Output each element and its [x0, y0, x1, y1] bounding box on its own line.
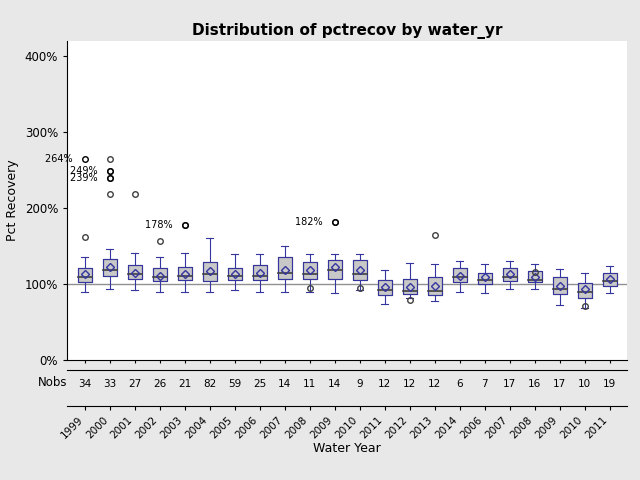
- Bar: [128, 265, 141, 279]
- Text: 12: 12: [378, 379, 391, 389]
- Bar: [503, 268, 516, 281]
- Bar: [178, 266, 191, 280]
- Bar: [353, 261, 367, 280]
- Bar: [328, 261, 342, 279]
- Text: 182%: 182%: [295, 216, 326, 227]
- Bar: [278, 257, 292, 279]
- Bar: [428, 277, 442, 295]
- Bar: [403, 279, 417, 294]
- Text: 12: 12: [428, 379, 442, 389]
- Bar: [453, 268, 467, 282]
- Text: 264%: 264%: [45, 155, 76, 164]
- Text: 11: 11: [303, 379, 316, 389]
- Bar: [278, 257, 292, 279]
- Text: 19: 19: [603, 379, 616, 389]
- Bar: [403, 279, 417, 294]
- Bar: [153, 268, 166, 281]
- Text: 239%: 239%: [70, 173, 101, 183]
- Bar: [528, 271, 541, 282]
- Text: 33: 33: [103, 379, 116, 389]
- Text: 27: 27: [128, 379, 141, 389]
- Bar: [528, 271, 541, 282]
- Bar: [178, 266, 191, 280]
- Text: 16: 16: [528, 379, 541, 389]
- Text: 10: 10: [578, 379, 591, 389]
- Bar: [553, 277, 566, 294]
- Bar: [78, 268, 92, 282]
- Text: 9: 9: [356, 379, 363, 389]
- Bar: [228, 268, 241, 280]
- Bar: [103, 259, 116, 276]
- Bar: [203, 262, 216, 281]
- Bar: [128, 265, 141, 279]
- Text: 7: 7: [481, 379, 488, 389]
- Bar: [353, 261, 367, 280]
- Bar: [578, 283, 591, 298]
- Bar: [378, 280, 392, 295]
- X-axis label: Water Year: Water Year: [314, 442, 381, 455]
- Bar: [253, 265, 267, 280]
- Bar: [253, 265, 267, 280]
- Bar: [503, 268, 516, 281]
- Text: 14: 14: [328, 379, 341, 389]
- Text: 12: 12: [403, 379, 417, 389]
- Bar: [553, 277, 566, 294]
- Title: Distribution of pctrecov by water_yr: Distribution of pctrecov by water_yr: [192, 23, 502, 39]
- Text: 34: 34: [78, 379, 92, 389]
- Y-axis label: Pct Recovery: Pct Recovery: [6, 159, 19, 241]
- Bar: [153, 268, 166, 281]
- Text: 249%: 249%: [70, 166, 101, 176]
- Bar: [328, 261, 342, 279]
- Bar: [303, 262, 317, 279]
- Text: 59: 59: [228, 379, 241, 389]
- Bar: [578, 283, 591, 298]
- Bar: [103, 259, 116, 276]
- Bar: [228, 268, 241, 280]
- Bar: [303, 262, 317, 279]
- Bar: [378, 280, 392, 295]
- Text: 26: 26: [153, 379, 166, 389]
- Text: 14: 14: [278, 379, 291, 389]
- Text: 17: 17: [503, 379, 516, 389]
- Text: 6: 6: [456, 379, 463, 389]
- Text: 21: 21: [178, 379, 191, 389]
- Bar: [78, 268, 92, 282]
- Text: 178%: 178%: [145, 220, 176, 230]
- Bar: [203, 262, 216, 281]
- Bar: [603, 273, 616, 286]
- Text: Nobs: Nobs: [38, 376, 67, 389]
- Text: 25: 25: [253, 379, 266, 389]
- Bar: [428, 277, 442, 295]
- Bar: [478, 273, 492, 284]
- Bar: [603, 273, 616, 286]
- Text: 82: 82: [203, 379, 216, 389]
- Text: 17: 17: [553, 379, 566, 389]
- Bar: [478, 273, 492, 284]
- Bar: [453, 268, 467, 282]
